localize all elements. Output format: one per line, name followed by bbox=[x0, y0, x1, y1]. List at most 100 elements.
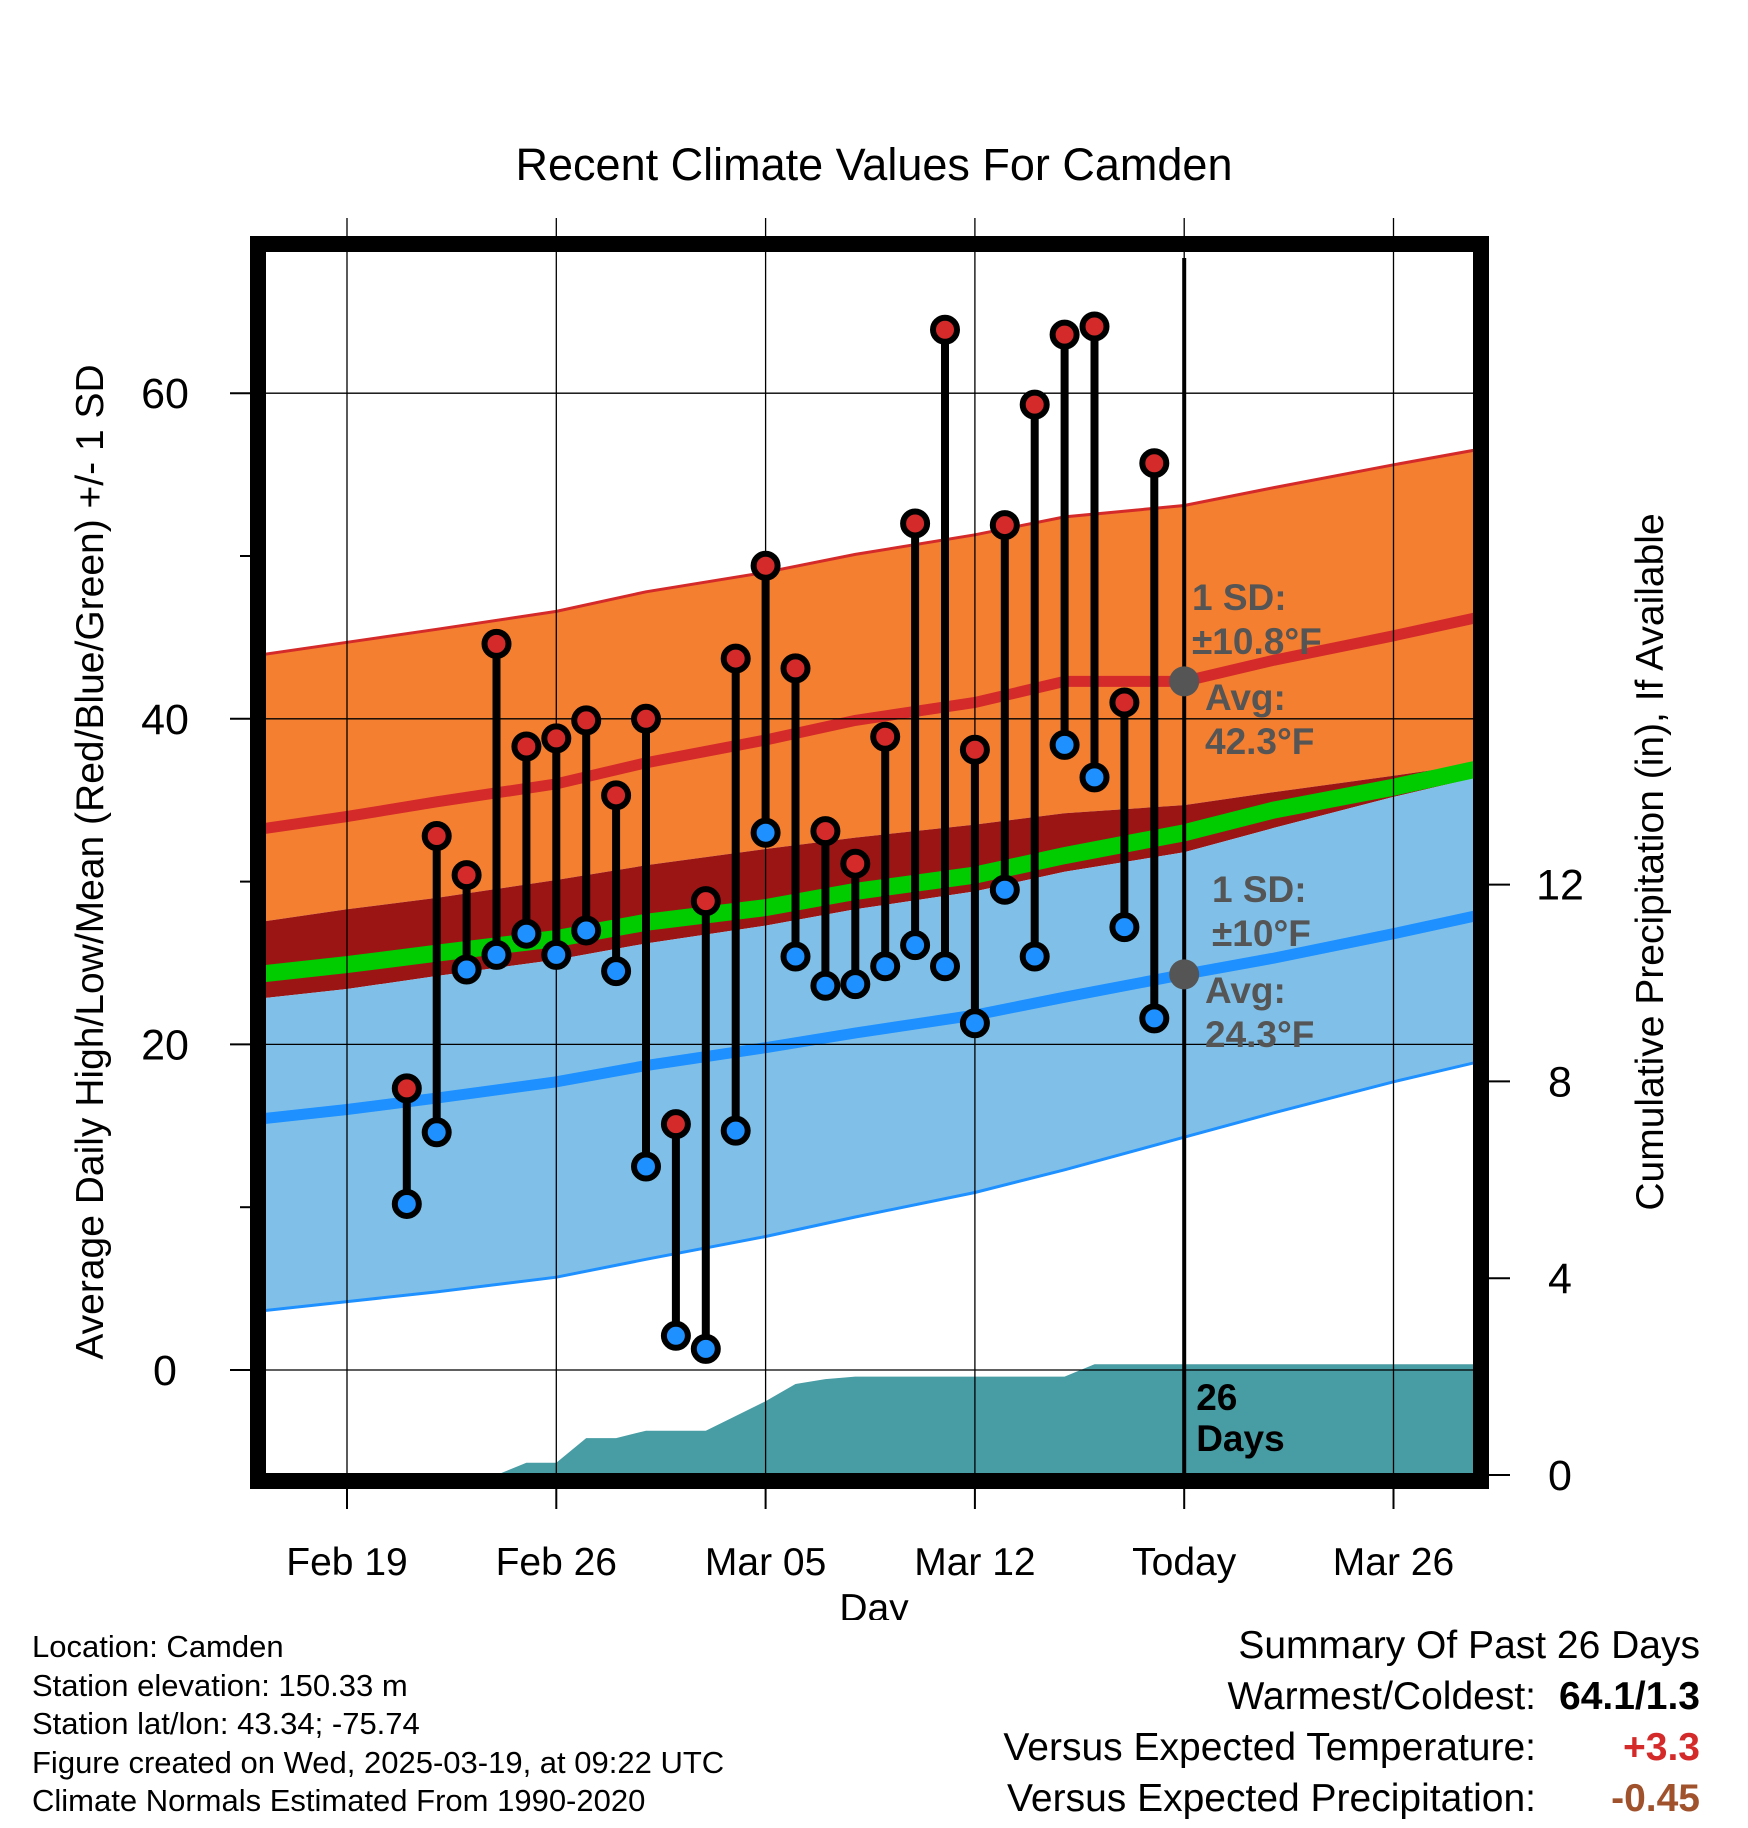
created-text: Figure created on Wed, 2025-03-19, at 09… bbox=[32, 1744, 725, 1780]
observed-low-point bbox=[720, 1115, 751, 1146]
y-tick-label: 60 bbox=[141, 370, 189, 418]
station-info: Location: Camden Station elevation: 150.… bbox=[32, 1628, 724, 1821]
y2-tick-label: 0 bbox=[1548, 1452, 1572, 1500]
high-mean-line bbox=[264, 612, 1475, 835]
observed-low-point bbox=[660, 1320, 691, 1351]
observed-high-point bbox=[989, 510, 1020, 541]
observed-high-point bbox=[900, 508, 931, 539]
observed-low-point bbox=[870, 951, 901, 982]
low-sd-value: ±10°F bbox=[1212, 913, 1311, 954]
observed-low-point bbox=[750, 817, 781, 848]
y2-tick-label: 4 bbox=[1548, 1255, 1572, 1303]
summary-title-text: Summary Of Past 26 Days bbox=[1238, 1624, 1700, 1667]
y2-tick-label: 12 bbox=[1536, 862, 1584, 910]
observed-high-point bbox=[870, 721, 901, 752]
observed-low-point bbox=[959, 1008, 990, 1039]
observed-low-point bbox=[900, 930, 931, 961]
high-sd-value: ±10.8°F bbox=[1192, 621, 1322, 662]
observed-high-point bbox=[930, 314, 960, 345]
high-avg-marker bbox=[1169, 666, 1200, 697]
summary-title: Summary Of Past 26 Days bbox=[1003, 1620, 1700, 1671]
precip-value: -0.45 bbox=[1611, 1777, 1700, 1820]
summary-precip-row: Versus Expected Precipitation: -0.45 bbox=[1003, 1773, 1700, 1824]
observed-high-point bbox=[1139, 448, 1170, 479]
observed-low-point bbox=[421, 1117, 452, 1148]
observed-low-point bbox=[571, 915, 602, 946]
plot-frame bbox=[250, 236, 1489, 1489]
observed-high-point bbox=[690, 886, 721, 917]
precip-area bbox=[264, 1364, 1475, 1475]
x-tick-label: Mar 05 bbox=[705, 1541, 826, 1584]
observed-low-point bbox=[810, 970, 841, 1001]
observed-low-point bbox=[631, 1151, 661, 1182]
y-tick-label: 0 bbox=[153, 1347, 177, 1395]
observed-high-point bbox=[451, 860, 482, 891]
high-avg-title: Avg: bbox=[1205, 677, 1286, 718]
observed-high-point bbox=[571, 705, 602, 736]
observed-high-point bbox=[1049, 319, 1080, 350]
x-tick-label: Today bbox=[1132, 1541, 1237, 1584]
observed-high-point bbox=[1019, 389, 1050, 420]
observed-high-point bbox=[1109, 687, 1140, 718]
observed-high-point bbox=[541, 723, 572, 754]
elevation-text: Station elevation: 150.33 m bbox=[32, 1667, 408, 1703]
observed-high-point bbox=[840, 848, 871, 879]
days-label-word: Days bbox=[1196, 1418, 1284, 1459]
y2-axis-title: Cumulative Precipitation (in), If Availa… bbox=[1629, 513, 1672, 1210]
temp-value: +3.3 bbox=[1623, 1726, 1700, 1769]
normals-text: Climate Normals Estimated From 1990-2020 bbox=[32, 1783, 646, 1818]
observed-low-point bbox=[1079, 762, 1110, 793]
x-tick-label: Mar 26 bbox=[1333, 1541, 1454, 1584]
observed-high-point bbox=[810, 816, 841, 847]
observed-high-point bbox=[601, 780, 632, 811]
low-sd-lower-line bbox=[264, 1061, 1475, 1313]
chart-title: Recent Climate Values For Camden bbox=[516, 139, 1233, 190]
observed-high-point bbox=[780, 653, 811, 684]
summary-panel: Summary Of Past 26 Days Warmest/Coldest:… bbox=[1003, 1620, 1700, 1824]
observed-temperatures bbox=[391, 311, 1170, 1364]
plot-area bbox=[264, 448, 1475, 1475]
x-tick-label: Feb 19 bbox=[286, 1541, 407, 1584]
observed-low-point bbox=[541, 939, 572, 970]
summary-temp-row: Versus Expected Temperature: +3.3 bbox=[1003, 1722, 1700, 1773]
observed-low-point bbox=[989, 874, 1020, 905]
observed-low-point bbox=[1109, 912, 1140, 943]
y-tick-label: 40 bbox=[141, 696, 189, 744]
observed-low-point bbox=[780, 941, 811, 972]
y-axis-title: Average Daily High/Low/Mean (Red/Blue/Gr… bbox=[69, 364, 112, 1359]
warmest-coldest-value: 64.1/1.3 bbox=[1559, 1675, 1700, 1718]
latlon-text: Station lat/lon: 43.34; -75.74 bbox=[32, 1706, 420, 1741]
observed-high-point bbox=[391, 1073, 422, 1104]
low-avg-marker bbox=[1169, 959, 1200, 990]
observed-high-point bbox=[511, 731, 542, 762]
observed-high-point bbox=[421, 821, 452, 852]
observed-low-point bbox=[601, 956, 632, 987]
precip-label: Versus Expected Precipitation: bbox=[1007, 1777, 1536, 1820]
y-tick-label: 20 bbox=[141, 1021, 189, 1069]
climate-chart: Recent Climate Values For Camden 26Days … bbox=[69, 139, 1672, 1620]
observed-low-point bbox=[840, 969, 871, 1000]
observed-high-point bbox=[481, 628, 512, 659]
observed-low-point bbox=[1139, 1003, 1170, 1034]
x-tick-label: Feb 26 bbox=[496, 1541, 617, 1584]
observed-low-point bbox=[930, 951, 960, 982]
low-sd-title: 1 SD: bbox=[1212, 869, 1307, 910]
observed-low-point bbox=[451, 954, 482, 985]
observed-high-point bbox=[750, 550, 781, 581]
observed-low-point bbox=[511, 918, 542, 949]
high-sd-upper-line bbox=[264, 448, 1475, 656]
low-avg-value: 24.3°F bbox=[1205, 1014, 1314, 1055]
observed-high-point bbox=[660, 1109, 691, 1140]
location-text: Location: Camden bbox=[32, 1629, 284, 1664]
high-sd-band bbox=[264, 450, 1475, 922]
plot-border bbox=[250, 236, 1489, 1489]
days-label-number: 26 bbox=[1196, 1377, 1237, 1418]
warmest-coldest-label: Warmest/Coldest: bbox=[1227, 1675, 1536, 1718]
temp-label: Versus Expected Temperature: bbox=[1003, 1726, 1536, 1769]
observed-high-point bbox=[720, 643, 751, 674]
high-avg-value: 42.3°F bbox=[1205, 721, 1314, 762]
x-axis-title: Day bbox=[839, 1587, 909, 1620]
observed-low-point bbox=[481, 939, 512, 970]
